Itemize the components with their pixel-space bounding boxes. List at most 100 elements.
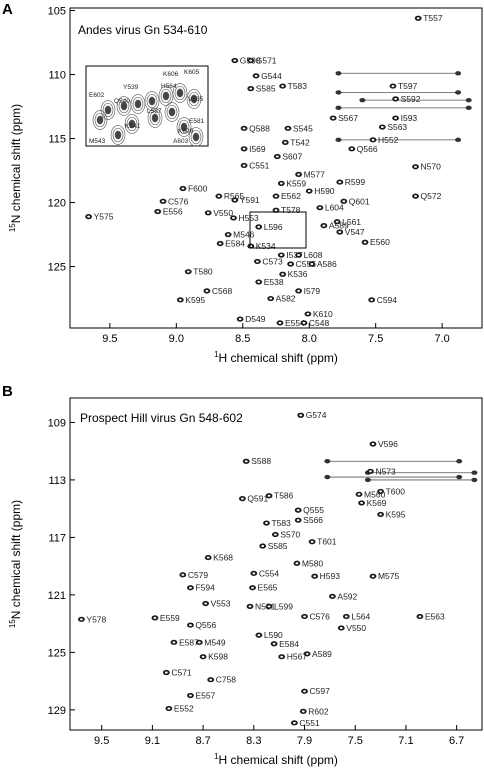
- panel-a-sidechain-peak: [455, 90, 462, 95]
- peak-center-r602: [301, 710, 305, 713]
- peak-label-e584: E584: [225, 239, 245, 249]
- peak-center-v550: [206, 211, 210, 214]
- panel-a-inset-contours: [92, 83, 204, 147]
- peak-center-c579: [181, 573, 185, 576]
- peak-label-l604: L604: [325, 203, 344, 213]
- peak-label-e584: E584: [279, 639, 299, 649]
- peak-center-q556: [189, 624, 192, 627]
- peak-label-m546: M546: [233, 230, 255, 240]
- inset-contour: [176, 88, 184, 98]
- peak-label-t580: T580: [193, 267, 213, 277]
- panel-a-sidechain-peak: [335, 137, 342, 143]
- peak-label-g574: G574: [306, 410, 327, 420]
- peak-label-k568: K568: [213, 553, 233, 563]
- peak-label-l596: L596: [264, 222, 283, 232]
- peak-label-s567: S567: [338, 113, 358, 123]
- peak-center-g544: [254, 74, 258, 77]
- peak-center-c571: [164, 671, 168, 674]
- peak-center-v553: [204, 602, 208, 605]
- peak-label-v596: V596: [378, 439, 398, 449]
- peak-center-q591: [241, 497, 244, 500]
- peak-label-e554: E554: [285, 318, 305, 328]
- peak-label-q572: Q572: [421, 191, 442, 201]
- inset-contour: [120, 101, 128, 111]
- peak-label-s607: S607: [282, 151, 302, 161]
- peak-center-t601: [310, 540, 314, 543]
- panel-b-title: Prospect Hill virus Gn 548-602: [80, 411, 243, 425]
- peak-center-v550: [339, 626, 343, 629]
- peak-label-s588: S588: [251, 456, 271, 466]
- peak-label-k598: K598: [208, 652, 228, 662]
- peak-center-m546: [226, 233, 230, 236]
- panel-b-x-tick-label: 7.9: [297, 735, 312, 747]
- peak-label-n573: N573: [375, 466, 396, 476]
- panel-a-x-tick-label: 7.5: [368, 333, 383, 345]
- peak-center-e538: [257, 280, 261, 283]
- peak-center-s545: [286, 127, 290, 130]
- peak-center-y591: [233, 199, 237, 201]
- inset-label-k606: K606: [163, 71, 179, 78]
- peak-label-t600: T600: [386, 486, 406, 496]
- inset-label-e581: E581: [189, 118, 205, 125]
- peak-center-h552: [371, 138, 375, 141]
- peak-center-m577: [297, 173, 300, 176]
- panel-a-x-ticks: 9.5 9.0 8.5 8.0 7.5 7.0: [102, 323, 450, 345]
- peak-label-v550: V550: [213, 208, 233, 218]
- peak-center-f594: [189, 586, 192, 589]
- inset-contour: [126, 116, 138, 132]
- peak-center-c551: [242, 164, 246, 167]
- peak-label-c555: C555: [296, 259, 317, 269]
- peak-label-y575: Y575: [94, 212, 114, 222]
- inset-contour: [100, 100, 116, 120]
- peak-label-f594: F594: [195, 583, 215, 593]
- peak-center-a589: [305, 652, 309, 655]
- peak-center-c576: [161, 200, 165, 203]
- inset-label-m543: M543: [89, 138, 106, 145]
- panel-b-plot-frame: [69, 397, 483, 731]
- peak-label-t557: T557: [423, 13, 443, 23]
- inset-contour: [188, 91, 200, 107]
- panel-b-chart: B Prospect Hill virus Gn 548-602 1091131…: [2, 383, 483, 767]
- peak-center-s607: [275, 155, 279, 158]
- inset-contour: [112, 127, 124, 143]
- inset-label-k605: K605: [184, 69, 200, 76]
- peak-center-c551: [292, 721, 296, 724]
- inset-contour: [168, 107, 176, 117]
- panel-a-sidechain-peak: [465, 97, 472, 103]
- inset-label-q540: Q540: [114, 98, 130, 105]
- inset-label-k609: K609: [178, 128, 194, 135]
- peak-center-h567: [280, 655, 284, 658]
- peak-label-s592: S592: [401, 94, 421, 104]
- peak-label-e560: E560: [370, 237, 390, 247]
- peak-label-i593: I593: [401, 113, 418, 123]
- peak-label-k595: K595: [386, 509, 406, 519]
- peak-center-q588: [242, 127, 246, 130]
- peak-center-s567: [331, 117, 335, 120]
- peak-label-m577: M577: [304, 169, 326, 179]
- inset-contour: [130, 94, 146, 114]
- peak-label-t583: T583: [271, 518, 291, 528]
- inset-contour: [166, 104, 178, 120]
- peak-label-e565: E565: [258, 583, 278, 593]
- peak-label-n570: N570: [421, 162, 442, 172]
- peak-center-h593: [313, 575, 317, 578]
- peak-center-i569: [242, 147, 246, 150]
- panel-b-sidechain-pairs: [324, 459, 478, 483]
- inset-label-e602: E602: [89, 92, 105, 99]
- panel-a-sidechain-peak: [465, 105, 472, 111]
- inset-contour: [94, 112, 106, 128]
- panel-a-y-tick-label: 105: [48, 6, 66, 18]
- peak-label-t578: T578: [281, 205, 301, 215]
- inset-contour: [162, 91, 170, 101]
- peak-label-t601: T601: [317, 537, 337, 547]
- peak-center-i593: [394, 117, 398, 120]
- peak-label-r565: R565: [224, 191, 245, 201]
- peak-center-a592: [331, 595, 334, 598]
- panel-b-sidechain-peak: [456, 474, 463, 480]
- peak-label-y591: Y591: [240, 195, 260, 205]
- peak-label-c576: C576: [168, 196, 189, 206]
- panel-b-label: B: [2, 383, 13, 400]
- peak-center-n581: [248, 605, 252, 608]
- panel-b-x-tick-label: 7.1: [398, 735, 413, 747]
